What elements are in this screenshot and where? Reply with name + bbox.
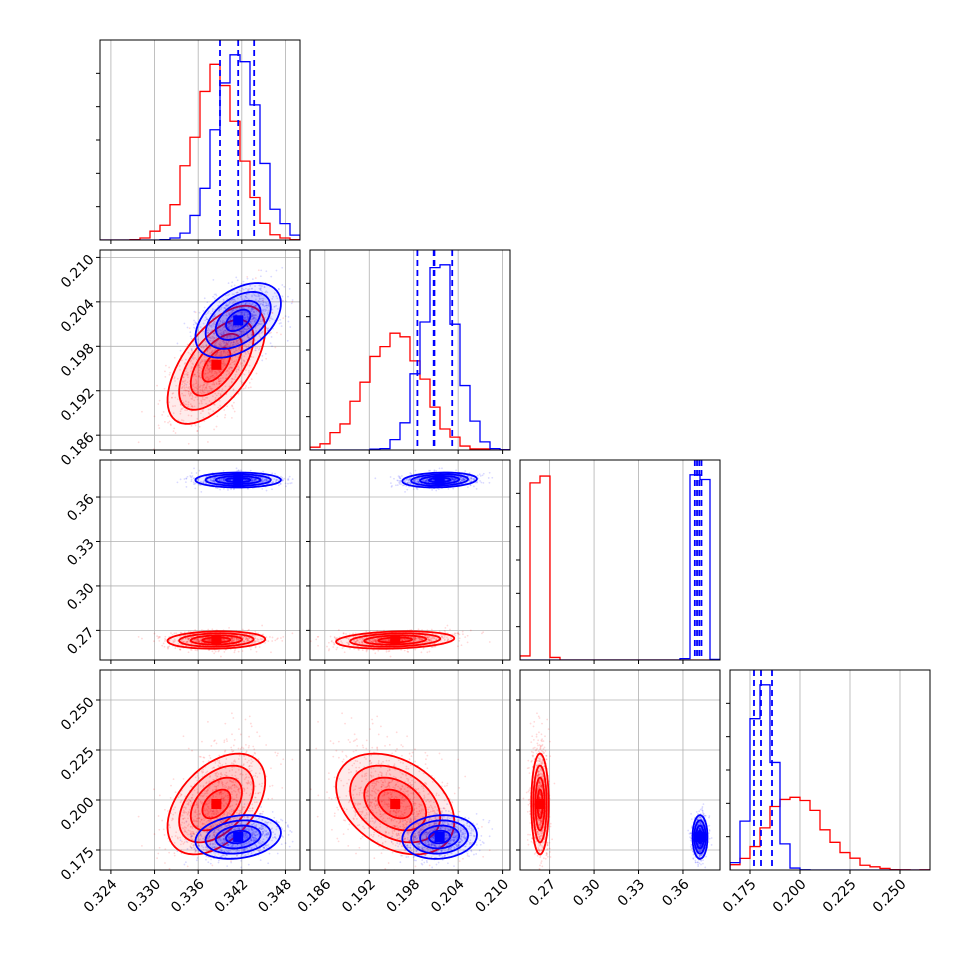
scatter-panel-2-0: 0.27 0.30 0.33 0.36 [64,459,301,664]
y-tick-label: 0.204 [58,296,98,336]
density-peak-red [211,635,222,645]
histogram-blue [730,684,930,870]
x-tick-label: 0.324 [81,876,121,916]
x-tick-label: 0.330 [124,876,164,916]
density-peak-red [390,635,401,645]
histogram-blue [100,54,300,240]
x-tick-label: 0.27 [526,876,559,909]
scatter-panel-3-1: 0.186 0.192 0.198 0.204 0.210 [295,669,513,916]
panel-frame [99,669,301,871]
contours-red [166,752,267,856]
density-peak-red [535,799,545,809]
density-peak-blue [695,832,705,842]
y-tick-label: 0.27 [64,625,97,658]
panel-frame [519,669,721,871]
y-tick-label: 0.36 [64,491,97,524]
panel-frame [99,459,301,661]
y-tick-label: 0.250 [58,694,98,734]
x-tick-label: 0.30 [570,876,603,909]
x-tick-label: 0.225 [820,876,860,916]
histogram-panel-3: 0.175 0.200 0.225 0.250 [720,669,931,916]
density-peak-blue [233,832,244,842]
y-tick-label: 0.192 [58,385,98,425]
contours-blue [194,282,282,359]
contours-blue [401,471,478,489]
histogram-panel-2 [516,459,721,664]
contours-red [335,630,456,650]
panel-frame [99,249,301,451]
contours-blue [691,814,709,860]
density-peak-blue [233,475,244,485]
x-tick-label: 0.192 [339,876,379,916]
contours-blue [401,814,478,860]
density-peak-red [390,799,401,809]
y-tick-label: 0.33 [64,536,97,569]
panel-frame [309,459,511,661]
x-tick-label: 0.336 [168,876,208,916]
y-tick-label: 0.210 [58,252,98,292]
x-tick-label: 0.36 [659,876,692,909]
y-tick-label: 0.198 [58,341,98,381]
histogram-blue [520,474,720,660]
y-tick-label: 0.186 [58,429,98,469]
y-tick-label: 0.175 [58,844,98,884]
contours-red [166,304,267,425]
scatter-panel-3-2: 0.27 0.30 0.33 0.36 [516,669,721,910]
histogram-red [310,332,510,450]
histogram-red [100,63,300,240]
x-tick-label: 0.342 [212,876,252,916]
histogram-red [520,475,720,660]
x-tick-label: 0.204 [428,876,468,916]
density-peak-red [211,359,222,370]
x-tick-label: 0.186 [295,876,335,916]
contours-red [530,752,550,856]
x-tick-label: 0.200 [770,876,810,916]
x-tick-label: 0.33 [615,876,648,909]
x-tick-label: 0.250 [870,876,910,916]
histogram-blue [310,264,510,450]
histogram-panel-1 [306,249,511,454]
histogram-panel-0 [96,39,301,244]
y-tick-label: 0.225 [58,744,98,784]
x-tick-label: 0.210 [473,876,513,916]
contours-red [166,630,267,650]
density-peak-blue [233,315,244,326]
density-peak-blue [434,475,445,485]
panel-frame [309,669,511,871]
x-tick-label: 0.348 [255,876,295,916]
scatter-panel-2-1 [306,459,511,664]
density-peak-red [211,799,222,809]
y-tick-label: 0.30 [64,580,97,613]
contours-blue [194,471,282,489]
y-tick-label: 0.200 [58,794,98,834]
density-peak-blue [434,832,445,842]
x-tick-label: 0.175 [720,876,760,916]
x-tick-label: 0.198 [384,876,424,916]
contours-blue [194,814,282,860]
scatter-panel-3-0: 0.324 0.330 0.336 0.342 0.348 0.175 0.200 0.225… [58,669,301,916]
contours-red [335,752,456,856]
